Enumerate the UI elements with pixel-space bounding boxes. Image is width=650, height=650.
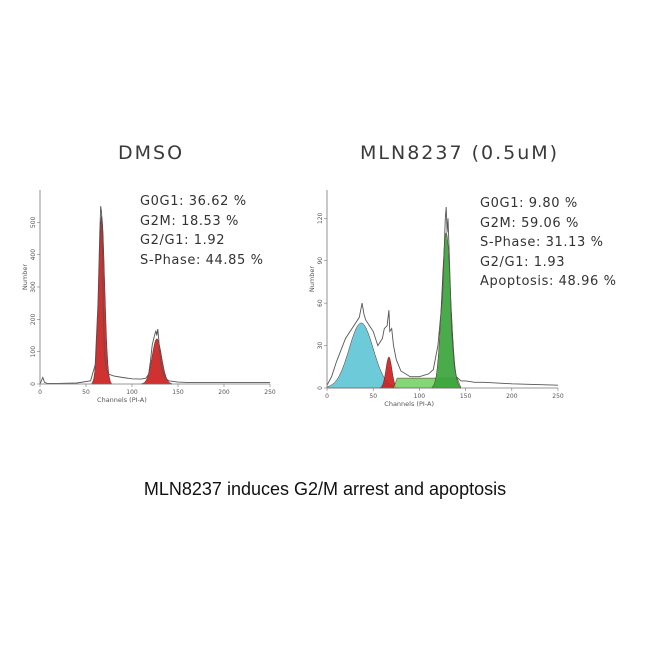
dmso-fit-g0g1-fit bbox=[91, 215, 112, 385]
dmso-histogram-trace bbox=[39, 206, 270, 385]
dmso-histogram: 0 50 100 150 200 250 0 100 200 300 400 500 Channels … bbox=[21, 190, 276, 404]
mln-y-tick-label: 90 bbox=[317, 257, 324, 265]
dmso-x-tick-label: 0 bbox=[38, 389, 42, 396]
mln-y-tick-label: 60 bbox=[317, 299, 324, 307]
dmso-y-tick-label: 400 bbox=[30, 249, 37, 261]
dmso-y-tick-label: 500 bbox=[30, 216, 37, 228]
mln-x-tick-label: 0 bbox=[325, 393, 329, 400]
mln-fit-g2m-fit bbox=[431, 232, 461, 389]
dmso-y-tick-label: 100 bbox=[30, 346, 37, 358]
dmso-y-axis-label: Number bbox=[21, 264, 29, 290]
mln-stats: G0G1: 9.80 % G2M: 59.06 % S-Phase: 31.13… bbox=[480, 194, 617, 292]
mln-y-tick-label: 120 bbox=[317, 212, 324, 224]
mln-x-tick-label: 150 bbox=[460, 393, 472, 400]
dmso-x-tick-label: 200 bbox=[218, 389, 230, 396]
mln-x-tick-label: 50 bbox=[369, 393, 377, 400]
dmso-x-tick-label: 50 bbox=[82, 389, 90, 396]
dmso-stat-g2g1: G2/G1: 1.92 bbox=[140, 233, 226, 248]
dmso-title: DMSO bbox=[118, 142, 185, 164]
mln-stat-g2m: G2M: 59.06 % bbox=[480, 215, 579, 231]
mln-x-tick-label: 100 bbox=[414, 393, 426, 400]
mln-x-axis-label: Channels (PI-A) bbox=[384, 400, 434, 408]
mln-x-tick-label: 200 bbox=[506, 393, 518, 400]
dmso-y-tick-label: 0 bbox=[30, 382, 37, 386]
dmso-y-tick-label: 200 bbox=[30, 313, 37, 325]
mln-title: MLN8237 (0.5uM) bbox=[360, 142, 560, 164]
mln-stat-g2g1: G2/G1: 1.93 bbox=[480, 254, 566, 270]
mln-y-axis-label: Number bbox=[308, 266, 316, 292]
mln-y-tick-label: 30 bbox=[317, 342, 324, 350]
mln-y-tick-label: 0 bbox=[317, 386, 324, 390]
mln-x-tick-label: 250 bbox=[552, 393, 564, 400]
dmso-stats: G0G1: 36.62 % G2M: 18.53 % G2/G1: 1.92 S… bbox=[140, 192, 264, 270]
mln-stat-g0g1: G0G1: 9.80 % bbox=[480, 196, 578, 211]
dmso-stat-g2m: G2M: 18.53 % bbox=[140, 213, 239, 229]
mln-histogram: 0 50 100 150 200 250 0 30 60 90 120 Channels (PI-A)… bbox=[308, 190, 564, 408]
dmso-x-axis-label: Channels (PI-A) bbox=[97, 396, 147, 404]
dmso-stat-g0g1: G0G1: 36.62 % bbox=[140, 194, 247, 209]
mln-stat-sphase: S-Phase: 31.13 % bbox=[480, 235, 604, 250]
dmso-stat-sphase: S-Phase: 44.85 % bbox=[140, 252, 264, 268]
figure-caption: MLN8237 induces G2/M arrest and apoptosi… bbox=[143, 479, 507, 499]
dmso-x-tick-label: 150 bbox=[172, 389, 184, 396]
dmso-x-tick-label: 250 bbox=[264, 389, 276, 396]
dmso-x-tick-label: 100 bbox=[126, 389, 138, 396]
dmso-y-tick-label: 300 bbox=[30, 281, 37, 293]
mln-histogram-trace bbox=[326, 206, 559, 386]
mln-stat-apoptosis: Apoptosis: 48.96 % bbox=[480, 274, 617, 289]
